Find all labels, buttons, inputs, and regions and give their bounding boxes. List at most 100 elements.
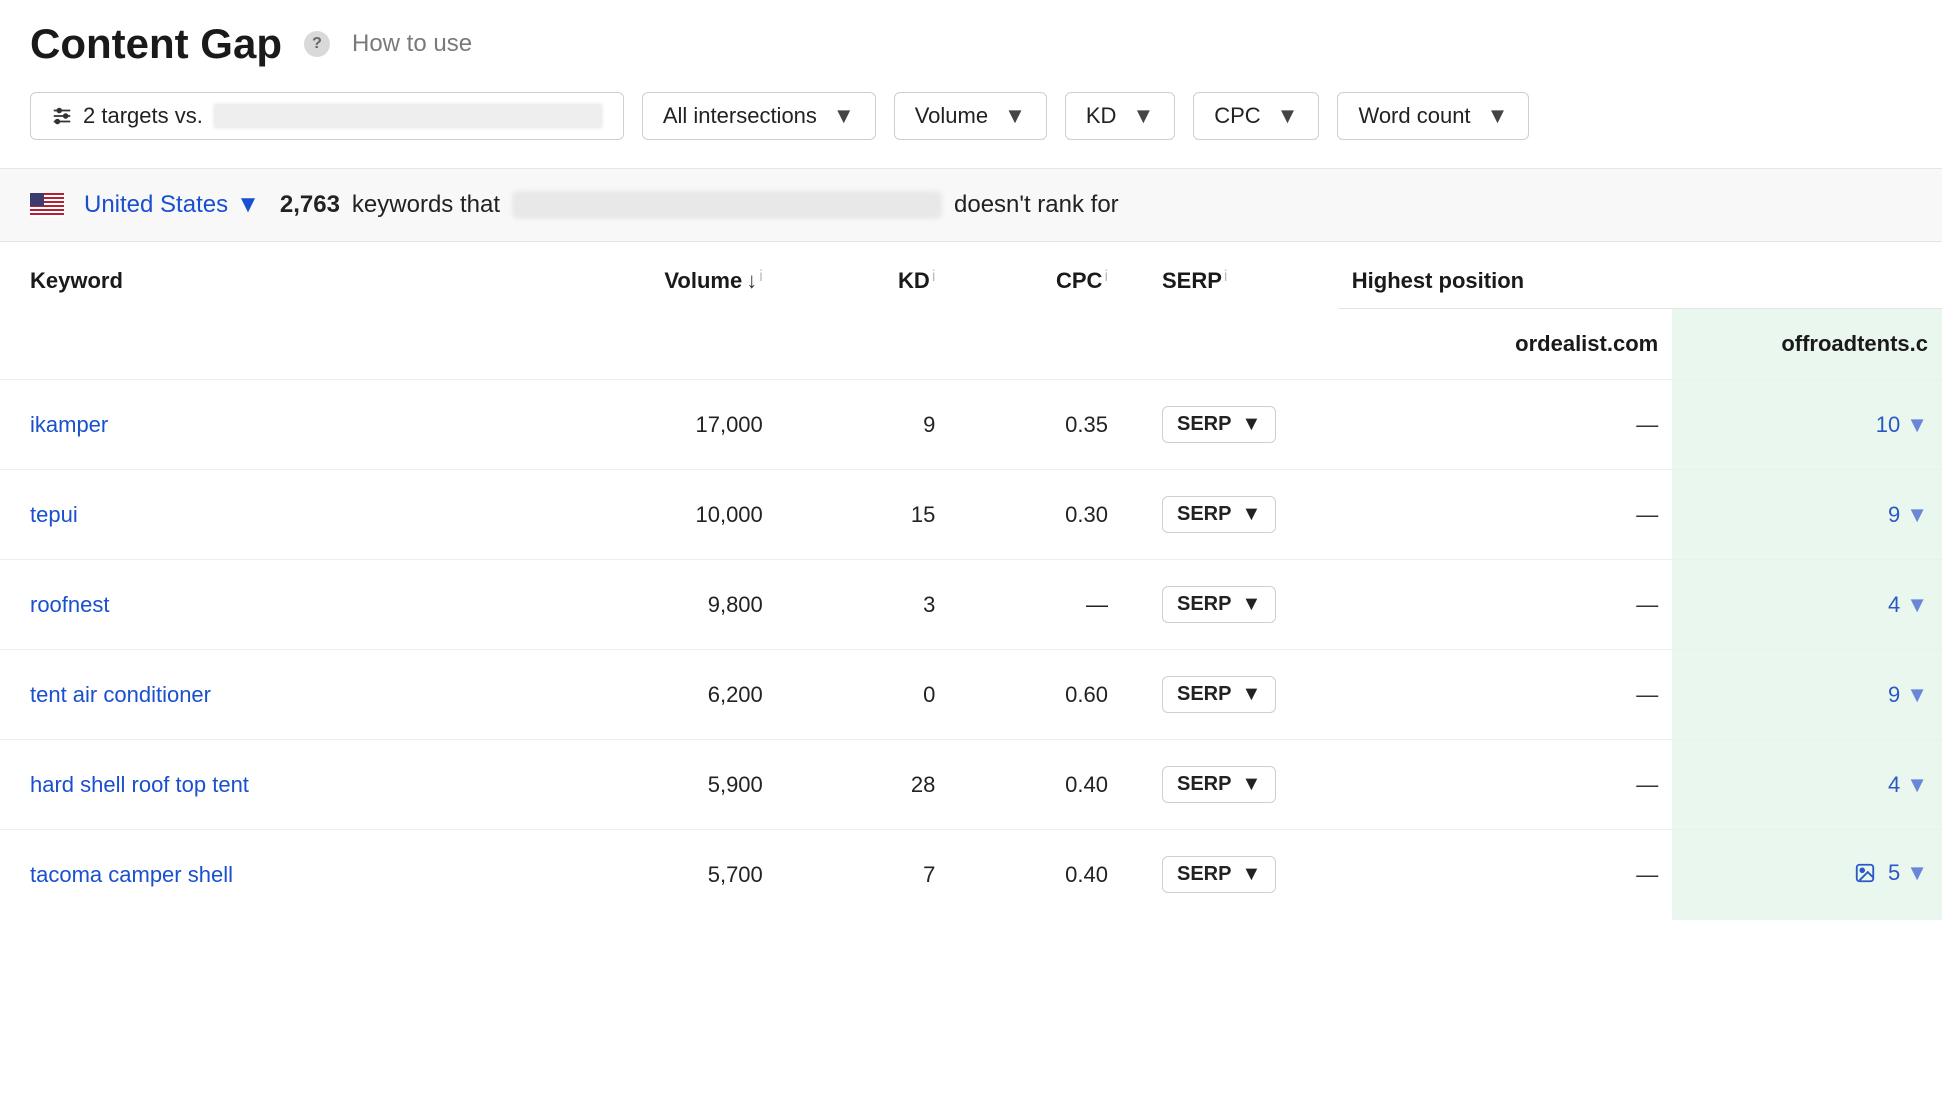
volume-filter-label: Volume — [915, 103, 988, 129]
serp-button[interactable]: SERP▼ — [1162, 766, 1276, 803]
table-row: ikamper17,00090.35SERP▼—10 ▼ — [0, 380, 1942, 470]
keyword-link[interactable]: tent air conditioner — [30, 682, 211, 707]
kd-cell: 28 — [777, 740, 950, 830]
chevron-down-icon: ▼ — [1277, 103, 1299, 129]
chevron-down-icon: ▼ — [1906, 412, 1928, 438]
intersections-filter-label: All intersections — [663, 103, 817, 129]
kd-cell: 0 — [777, 650, 950, 740]
chevron-down-icon: ▼ — [1906, 682, 1928, 708]
chevron-down-icon: ▼ — [236, 191, 260, 219]
volume-cell: 9,800 — [539, 560, 776, 650]
info-icon[interactable]: i — [759, 268, 763, 285]
info-icon[interactable]: i — [932, 268, 936, 285]
keyword-count: 2,763 — [280, 191, 340, 219]
wordcount-filter-label: Word count — [1358, 103, 1470, 129]
col-keyword-header[interactable]: Keyword — [0, 242, 539, 380]
sliders-icon — [51, 105, 73, 127]
volume-cell: 5,700 — [539, 830, 776, 920]
col-kd-header[interactable]: KDi — [777, 242, 950, 380]
keyword-link[interactable]: hard shell roof top tent — [30, 772, 249, 797]
chevron-down-icon: ▼ — [1906, 592, 1928, 618]
kd-cell: 7 — [777, 830, 950, 920]
volume-cell: 10,000 — [539, 470, 776, 560]
keywords-table: Keyword Volume↓i KDi CPCi SERPi Highest … — [0, 242, 1942, 920]
position-b-link[interactable]: 9 ▼ — [1888, 502, 1928, 528]
position-a-cell: — — [1636, 772, 1658, 797]
kd-cell: 15 — [777, 470, 950, 560]
serp-button[interactable]: SERP▼ — [1162, 856, 1276, 893]
keyword-link[interactable]: tacoma camper shell — [30, 862, 233, 887]
cpc-filter-label: CPC — [1214, 103, 1260, 129]
volume-cell: 17,000 — [539, 380, 776, 470]
country-label: United States — [84, 191, 228, 219]
table-row: roofnest9,8003—SERP▼—4 ▼ — [0, 560, 1942, 650]
serp-button[interactable]: SERP▼ — [1162, 586, 1276, 623]
volume-cell: 6,200 — [539, 650, 776, 740]
chevron-down-icon: ▼ — [1132, 103, 1154, 129]
page-title: Content Gap — [30, 20, 282, 68]
country-selector[interactable]: United States ▼ — [84, 191, 260, 219]
serp-button[interactable]: SERP▼ — [1162, 496, 1276, 533]
intersections-filter[interactable]: All intersections ▼ — [642, 92, 876, 140]
position-a-cell: — — [1636, 412, 1658, 437]
col-serp-header[interactable]: SERPi — [1122, 242, 1338, 380]
chevron-down-icon: ▼ — [1906, 502, 1928, 528]
image-pack-icon — [1854, 862, 1876, 884]
kd-filter[interactable]: KD ▼ — [1065, 92, 1175, 140]
chevron-down-icon: ▼ — [1004, 103, 1026, 129]
col-highest-header: Highest position — [1338, 242, 1942, 309]
table-row: tent air conditioner6,20000.60SERP▼—9 ▼ — [0, 650, 1942, 740]
targets-filter[interactable]: 2 targets vs. — [30, 92, 624, 140]
us-flag-icon — [30, 193, 64, 217]
sort-desc-icon: ↓ — [746, 268, 757, 293]
col-volume-header[interactable]: Volume↓i — [539, 242, 776, 380]
chevron-down-icon: ▼ — [1241, 773, 1261, 796]
wordcount-filter[interactable]: Word count ▼ — [1337, 92, 1529, 140]
cpc-cell: — — [949, 560, 1122, 650]
cpc-cell: 0.40 — [949, 830, 1122, 920]
chevron-down-icon: ▼ — [1906, 860, 1928, 886]
position-a-cell: — — [1636, 862, 1658, 887]
position-b-link[interactable]: 5 ▼ — [1854, 860, 1928, 886]
summary-prefix: keywords that — [352, 191, 500, 219]
position-a-cell: — — [1636, 592, 1658, 617]
table-row: hard shell roof top tent 5,900280.40 SERP▼… — [0, 740, 1942, 830]
position-b-link[interactable]: 4 ▼ — [1888, 592, 1928, 618]
kd-filter-label: KD — [1086, 103, 1117, 129]
keyword-link[interactable]: tepui — [30, 502, 78, 527]
cpc-cell: 0.60 — [949, 650, 1122, 740]
cpc-cell: 0.35 — [949, 380, 1122, 470]
serp-button[interactable]: SERP▼ — [1162, 406, 1276, 443]
table-row: tepui 10,000150.30 SERP▼ — 9 ▼ — [0, 470, 1942, 560]
cpc-cell: 0.40 — [949, 740, 1122, 830]
info-icon[interactable]: i — [1224, 268, 1228, 285]
volume-cell: 5,900 — [539, 740, 776, 830]
keyword-link[interactable]: ikamper — [30, 412, 108, 437]
chevron-down-icon: ▼ — [1487, 103, 1509, 129]
summary-suffix: doesn't rank for — [954, 191, 1119, 219]
cpc-cell: 0.30 — [949, 470, 1122, 560]
col-cpc-header[interactable]: CPCi — [949, 242, 1122, 380]
table-row: tacoma camper shell 5,70070.40 SERP▼ — 5 ▼ — [0, 830, 1942, 920]
position-b-link[interactable]: 10 ▼ — [1876, 412, 1928, 438]
chevron-down-icon: ▼ — [1906, 772, 1928, 798]
position-b-link[interactable]: 4 ▼ — [1888, 772, 1928, 798]
summary-bar: United States ▼ 2,763 keywords that does… — [0, 169, 1942, 242]
help-icon[interactable]: ? — [304, 31, 330, 57]
position-a-cell: — — [1636, 502, 1658, 527]
how-to-use-link[interactable]: How to use — [352, 30, 472, 58]
cpc-filter[interactable]: CPC ▼ — [1193, 92, 1319, 140]
col-pos-a-header[interactable]: ordealist.com — [1338, 309, 1672, 380]
col-pos-b-header[interactable]: offroadtents.c — [1672, 309, 1942, 380]
chevron-down-icon: ▼ — [1241, 503, 1261, 526]
redacted-domain — [512, 191, 942, 219]
volume-filter[interactable]: Volume ▼ — [894, 92, 1047, 140]
chevron-down-icon: ▼ — [1241, 593, 1261, 616]
serp-button[interactable]: SERP▼ — [1162, 676, 1276, 713]
chevron-down-icon: ▼ — [1241, 413, 1261, 436]
keyword-link[interactable]: roofnest — [30, 592, 110, 617]
filters-row: 2 targets vs. All intersections ▼ Volume… — [0, 92, 1942, 169]
redacted-domain — [213, 103, 603, 129]
info-icon[interactable]: i — [1104, 268, 1108, 285]
position-b-link[interactable]: 9 ▼ — [1888, 682, 1928, 708]
